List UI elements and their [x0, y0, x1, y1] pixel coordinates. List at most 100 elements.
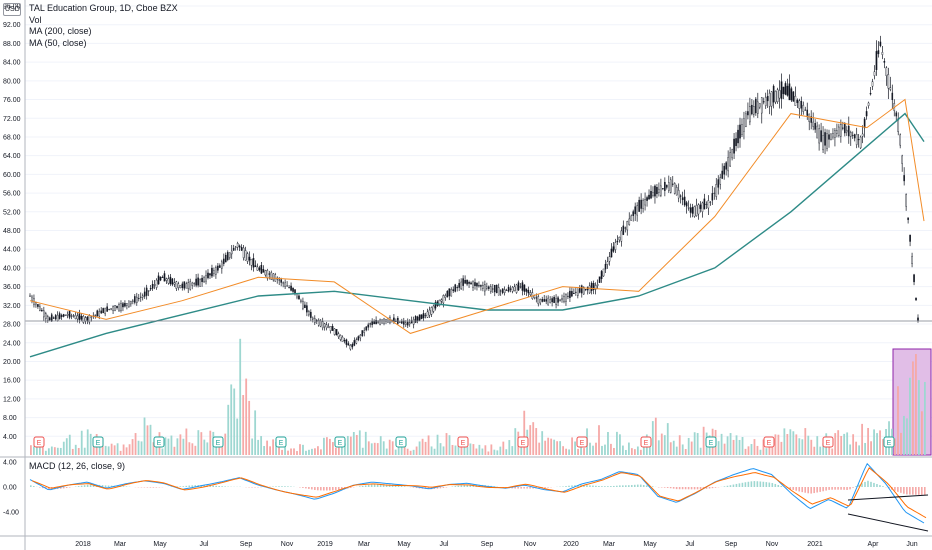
volume-bar — [80, 430, 83, 455]
volume-bar — [915, 354, 917, 455]
volume-bar — [379, 436, 382, 455]
earnings-icon: E — [461, 440, 466, 447]
earnings-icon[interactable] — [517, 436, 529, 448]
earnings-icon[interactable] — [33, 436, 45, 448]
volume-bar — [355, 434, 358, 455]
earnings-icon[interactable] — [705, 436, 717, 448]
earnings-icon[interactable] — [92, 436, 104, 448]
volume-bar — [191, 443, 194, 455]
candle-body — [408, 322, 411, 325]
candle-body — [361, 330, 364, 336]
volume-bar — [882, 439, 884, 455]
candle-body — [571, 291, 573, 297]
candle-body — [143, 291, 146, 297]
earnings-icon[interactable] — [763, 436, 775, 448]
candle-body — [881, 52, 884, 55]
candles — [29, 35, 919, 351]
candle-body — [335, 329, 338, 336]
earnings-icon: E — [887, 440, 892, 447]
candle-body — [784, 83, 787, 95]
volume-bar — [849, 444, 852, 455]
earnings-icon: E — [338, 440, 343, 447]
chart-legend: TAL Education Group, 1D, Cboe BZX Vol MA… — [29, 3, 178, 49]
candle-body — [808, 113, 811, 122]
earnings-icon[interactable] — [576, 436, 588, 448]
candle-body — [223, 258, 225, 264]
volume-bar — [245, 378, 248, 455]
volume-bar — [320, 449, 322, 455]
candle-body — [369, 323, 371, 325]
earnings-icon[interactable] — [640, 436, 652, 448]
candle-body — [258, 267, 261, 271]
macd-hist-bar — [607, 486, 609, 487]
volume-bar — [627, 442, 630, 455]
macd-hist-bar — [807, 487, 809, 494]
macd-hist-bar — [645, 485, 648, 487]
macd-tick-label: -4.00 — [3, 509, 19, 516]
volume-bar — [571, 437, 573, 455]
volume-bar — [816, 436, 819, 455]
volume-bar — [487, 451, 490, 455]
macd-hist-bar — [810, 487, 812, 494]
candle-body — [363, 330, 366, 333]
legend-ma200: MA (200, close) — [29, 26, 92, 36]
y-tick-label: 36.00 — [3, 284, 21, 291]
earnings-icon: E — [826, 440, 831, 447]
earnings-icon[interactable] — [395, 436, 407, 448]
candle-body — [766, 95, 769, 102]
macd-hist-bar — [311, 487, 313, 490]
macd-hist-bar — [152, 487, 155, 488]
volume-bar — [466, 446, 469, 455]
y-tick-label: 4.00 — [3, 434, 17, 441]
candle-body — [238, 245, 241, 248]
macd-hist-bar — [735, 483, 738, 487]
volume-bar — [107, 446, 110, 455]
candle-body — [737, 129, 739, 144]
macd-hist-bar — [323, 487, 325, 491]
volume-bar — [897, 386, 899, 455]
earnings-icon[interactable] — [212, 436, 224, 448]
earnings-icon[interactable] — [883, 436, 895, 448]
candle-body — [590, 282, 593, 291]
y-tick-label: 96.00 — [3, 4, 21, 11]
candle-body — [197, 277, 199, 286]
candle-body — [262, 269, 265, 273]
candle-body — [310, 311, 312, 318]
volume-bar — [753, 439, 756, 455]
candle-body — [622, 225, 625, 235]
earnings-icon[interactable] — [334, 436, 346, 448]
earnings-icon[interactable] — [822, 436, 834, 448]
candle-body — [600, 271, 603, 280]
volume-bar — [215, 444, 218, 455]
candle-body — [527, 289, 530, 294]
earnings-icon[interactable] — [275, 436, 287, 448]
volume-bar — [352, 432, 355, 455]
macd-hist-bar — [834, 487, 836, 490]
candle-body — [240, 247, 243, 251]
volume-bar — [595, 442, 597, 455]
volume-bar — [170, 435, 173, 455]
macd-hist-bar — [738, 483, 741, 487]
macd-hist-bar — [795, 487, 798, 491]
volume-bar — [574, 441, 576, 455]
candle-body — [252, 258, 255, 268]
earnings-icon[interactable] — [153, 436, 165, 448]
candle-body — [82, 316, 85, 323]
x-tick-label: Jul — [686, 541, 695, 548]
candle-body — [800, 101, 803, 109]
macd-hist-bar — [861, 483, 863, 487]
candle-body — [666, 184, 668, 188]
candle-body — [788, 83, 791, 101]
currency-badge[interactable]: USD — [3, 3, 21, 16]
candle-body — [484, 284, 486, 292]
volume-bar — [74, 444, 77, 455]
candle-body — [420, 314, 423, 319]
candle-body — [598, 276, 601, 283]
candle-body — [509, 288, 512, 290]
macd-hist-bar — [747, 481, 750, 487]
candle-body — [80, 315, 83, 320]
earnings-icon[interactable] — [457, 436, 469, 448]
candle-body — [490, 286, 492, 292]
macd-hist-bar — [876, 484, 878, 487]
